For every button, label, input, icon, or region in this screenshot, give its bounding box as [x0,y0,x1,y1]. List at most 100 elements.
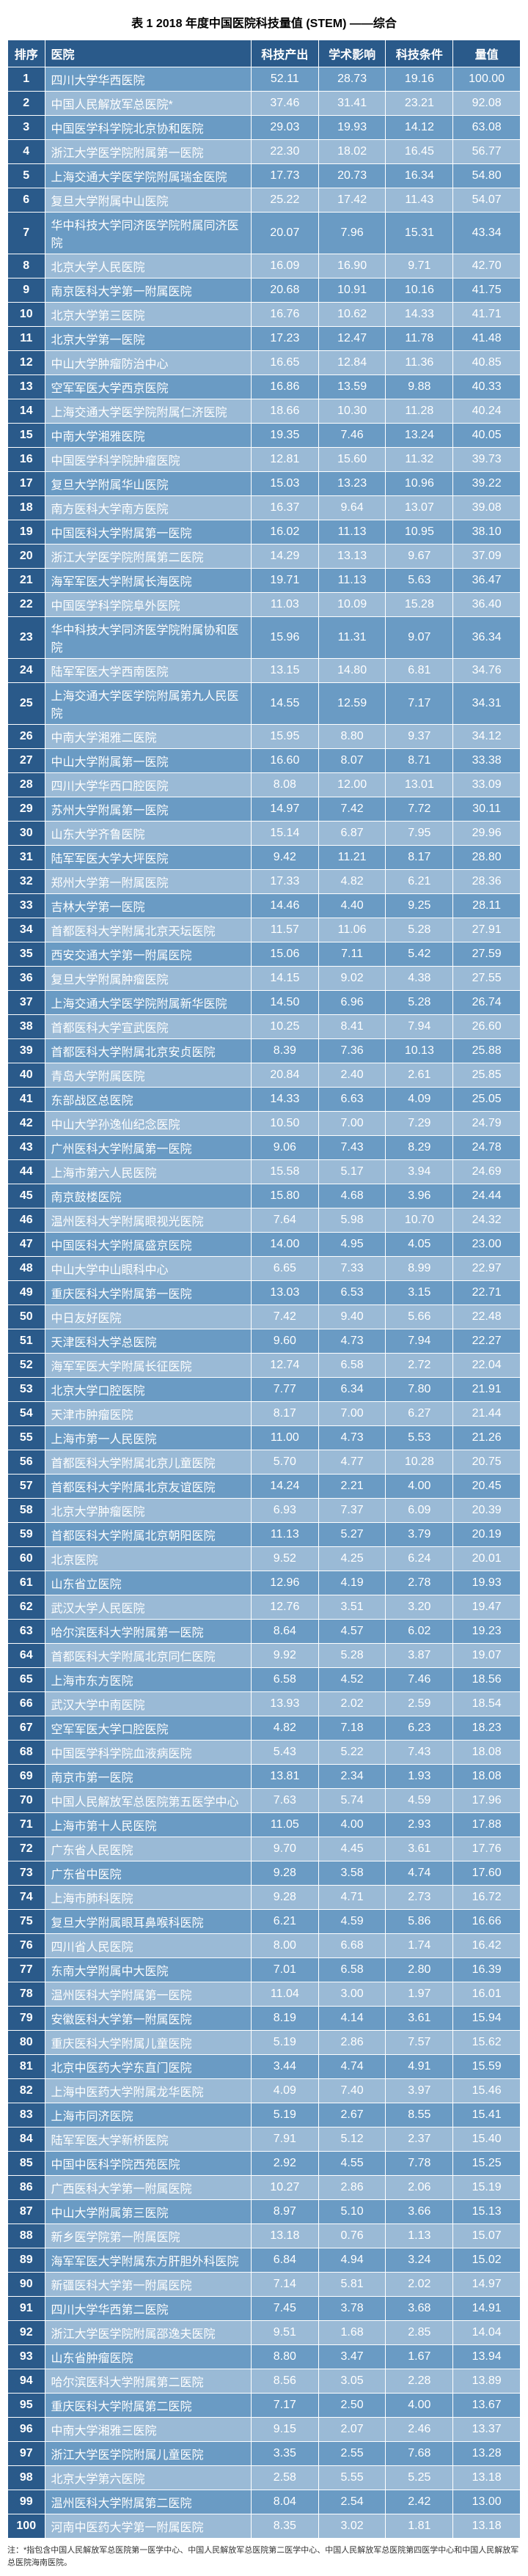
value-cell: 14.97 [251,797,318,822]
rank-cell: 76 [8,1934,45,1958]
rank-cell: 3 [8,116,45,140]
value-cell: 13.18 [453,2514,521,2539]
value-cell: 1.93 [386,1765,453,1789]
value-cell: 41.71 [453,303,521,327]
value-cell: 15.02 [453,2248,521,2273]
rank-cell: 59 [8,1523,45,1547]
hospital-cell: 广西医科大学第一附属医院 [45,2176,251,2200]
value-cell: 6.09 [386,1499,453,1523]
value-cell: 2.61 [386,1063,453,1088]
value-cell: 8.64 [251,1620,318,1644]
table-row: 24陆军军医大学西南医院13.1514.806.8134.76 [8,659,521,683]
rank-cell: 26 [8,725,45,749]
value-cell: 10.13 [386,1039,453,1063]
value-cell: 4.57 [318,1620,386,1644]
hospital-cell: 中国医学科学院阜外医院 [45,593,251,617]
rank-cell: 11 [8,327,45,351]
value-cell: 8.00 [251,1934,318,1958]
table-row: 97浙江大学医学院附属儿童医院3.352.557.6813.28 [8,2442,521,2466]
value-cell: 43.34 [453,213,521,254]
rank-cell: 78 [8,1982,45,2007]
rank-cell: 98 [8,2466,45,2490]
table-row: 92浙江大学医学院附属邵逸夫医院9.511.682.8514.04 [8,2321,521,2345]
hospital-cell: 复旦大学附属眼耳鼻喉科医院 [45,1910,251,1934]
value-cell: 12.74 [251,1354,318,1378]
hospital-cell: 中南大学湘雅三医院 [45,2418,251,2442]
rank-cell: 92 [8,2321,45,2345]
table-row: 81北京中医药大学东直门医院3.444.744.9115.59 [8,2055,521,2079]
table-row: 57首都医科大学附属北京友谊医院14.242.214.0020.45 [8,1475,521,1499]
value-cell: 63.08 [453,116,521,140]
hospital-cell: 吉林大学第一医院 [45,894,251,918]
value-cell: 7.29 [386,1112,453,1136]
value-cell: 13.01 [386,773,453,797]
value-cell: 1.13 [386,2224,453,2248]
table-row: 83上海市同济医院5.192.678.5515.41 [8,2103,521,2127]
hospital-cell: 天津医科大学总医院 [45,1329,251,1354]
value-cell: 7.80 [386,1378,453,1402]
table-row: 74上海市肺科医院9.284.712.7316.72 [8,1886,521,1910]
value-cell: 9.52 [251,1547,318,1571]
table-row: 78温州医科大学附属第一医院11.043.001.9716.01 [8,1982,521,2007]
hospital-cell: 华中科技大学同济医学院附属协和医院 [45,617,251,659]
value-cell: 8.19 [251,2007,318,2031]
table-row: 23华中科技大学同济医学院附属协和医院15.9611.319.0736.34 [8,617,521,659]
table-row: 1四川大学华西医院52.1128.7319.16100.00 [8,67,521,92]
hospital-cell: 新疆医科大学第一附属医院 [45,2273,251,2297]
hospital-cell: 南方医科大学南方医院 [45,496,251,520]
rank-cell: 19 [8,520,45,545]
hospital-cell: 北京大学第三医院 [45,303,251,327]
hospital-cell: 郑州大学第一附属医院 [45,870,251,894]
value-cell: 12.84 [318,351,386,375]
value-cell: 7.91 [251,2127,318,2152]
value-cell: 11.03 [251,593,318,617]
value-cell: 9.25 [386,894,453,918]
hospital-cell: 山东省立医院 [45,1571,251,1595]
value-cell: 11.31 [318,617,386,659]
rank-cell: 66 [8,1692,45,1716]
value-cell: 5.66 [386,1305,453,1329]
value-cell: 16.90 [318,254,386,278]
value-cell: 6.68 [318,1934,386,1958]
value-cell: 15.58 [251,1160,318,1184]
rank-cell: 71 [8,1813,45,1837]
value-cell: 22.48 [453,1305,521,1329]
value-cell: 0.76 [318,2224,386,2248]
hospital-cell: 中山大学中山眼科中心 [45,1257,251,1281]
hospital-cell: 广东省中医院 [45,1861,251,1886]
value-cell: 22.27 [453,1329,521,1354]
value-cell: 22.71 [453,1281,521,1305]
value-cell: 16.09 [251,254,318,278]
table-row: 2中国人民解放军总医院*37.4631.4123.2192.08 [8,92,521,116]
value-cell: 14.12 [386,116,453,140]
table-row: 22中国医学科学院阜外医院11.0310.0915.2836.40 [8,593,521,617]
value-cell: 14.15 [251,967,318,991]
table-row: 3中国医学科学院北京协和医院29.0319.9314.1263.08 [8,116,521,140]
rank-cell: 72 [8,1837,45,1861]
value-cell: 2.55 [318,2442,386,2466]
table-row: 63哈尔滨医科大学附属第一医院8.644.576.0219.23 [8,1620,521,1644]
value-cell: 2.21 [318,1475,386,1499]
table-row: 21海军军医大学附属长海医院19.7111.135.6336.47 [8,569,521,593]
rank-cell: 34 [8,918,45,942]
value-cell: 18.08 [453,1765,521,1789]
value-cell: 8.80 [251,2345,318,2369]
rank-cell: 48 [8,1257,45,1281]
hospital-cell: 海军军医大学附属长海医院 [45,569,251,593]
value-cell: 3.96 [386,1184,453,1208]
value-cell: 13.93 [251,1692,318,1716]
table-row: 70中国人民解放军总医院第五医学中心7.635.744.5917.96 [8,1789,521,1813]
value-cell: 4.82 [318,870,386,894]
rank-cell: 58 [8,1499,45,1523]
value-cell: 13.94 [453,2345,521,2369]
value-cell: 7.45 [251,2297,318,2321]
value-cell: 4.00 [386,2394,453,2418]
rank-cell: 42 [8,1112,45,1136]
value-cell: 18.08 [453,1741,521,1765]
value-cell: 12.76 [251,1595,318,1620]
rank-cell: 1 [8,67,45,92]
rank-cell: 93 [8,2345,45,2369]
value-cell: 14.91 [453,2297,521,2321]
value-cell: 2.86 [318,2176,386,2200]
table-row: 10北京大学第三医院16.7610.6214.3341.71 [8,303,521,327]
